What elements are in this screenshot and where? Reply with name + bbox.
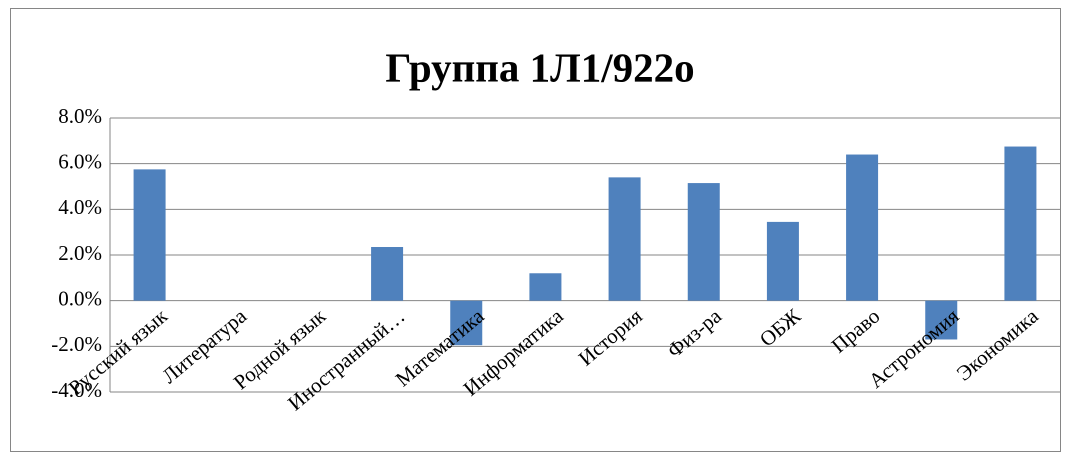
chart-title: Группа 1Л1/922о (385, 44, 694, 90)
y-tick-label: 6.0% (58, 149, 102, 173)
y-tick-label: 8.0% (58, 104, 102, 128)
y-tick-label: 2.0% (58, 241, 102, 265)
bar (133, 169, 166, 301)
bar (1004, 146, 1037, 301)
bar (371, 247, 404, 301)
bar (529, 273, 562, 301)
y-tick-label: -2.0% (51, 332, 102, 356)
chart-border (10, 8, 1061, 452)
bar (450, 300, 483, 346)
bar (687, 183, 720, 301)
y-tick-label: 0.0% (58, 286, 102, 310)
y-tick-label: 4.0% (58, 195, 102, 219)
bar (766, 221, 799, 301)
bar (608, 177, 641, 301)
bar (925, 300, 958, 340)
bar (846, 154, 879, 301)
y-tick-label: -4.0% (51, 378, 102, 402)
